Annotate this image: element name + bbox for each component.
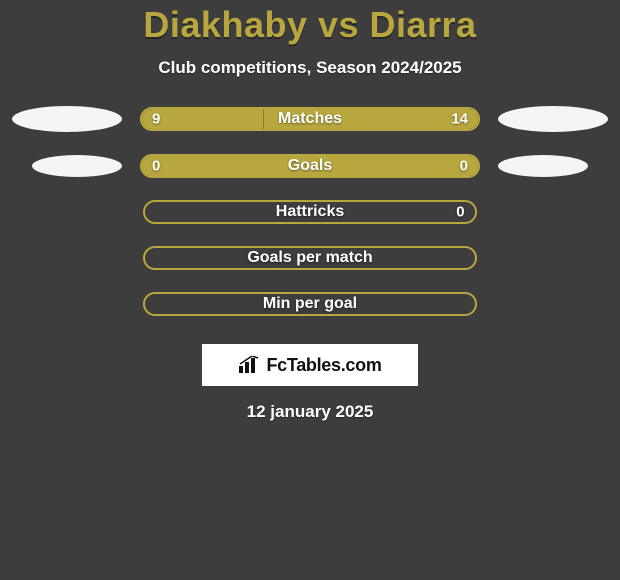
page-subtitle: Club competitions, Season 2024/2025 xyxy=(158,58,461,78)
bar-matches: 9 Matches 14 xyxy=(140,107,480,131)
brand-badge: FcTables.com xyxy=(202,344,418,386)
ellipse-right-icon xyxy=(498,106,608,132)
bar-hattricks: Hattricks 0 xyxy=(143,200,476,224)
bar-label: Goals per match xyxy=(247,249,372,267)
stat-row-matches: 9 Matches 14 xyxy=(0,106,620,132)
bar-min-per-goal: Min per goal xyxy=(143,292,476,316)
bar-value-right: 14 xyxy=(451,111,468,128)
bar-label: Goals xyxy=(288,157,332,175)
ellipse-right-icon xyxy=(498,155,588,177)
bar-label: Min per goal xyxy=(263,295,357,313)
stat-row-hattricks: Hattricks 0 xyxy=(0,200,620,224)
ellipse-left-icon xyxy=(32,155,122,177)
bar-value-right: 0 xyxy=(460,158,468,175)
bar-label: Matches xyxy=(278,110,342,128)
bar-goals-per-match: Goals per match xyxy=(143,246,476,270)
bar-value-left: 9 xyxy=(152,111,160,128)
date-text: 12 january 2025 xyxy=(247,402,374,422)
stat-row-min-per-goal: Min per goal xyxy=(0,292,620,316)
stat-row-goals: 0 Goals 0 xyxy=(0,154,620,178)
bar-value-right: 0 xyxy=(456,204,464,221)
brand-text: FcTables.com xyxy=(266,355,381,376)
bar-value-left: 0 xyxy=(152,158,160,175)
bar-goals: 0 Goals 0 xyxy=(140,154,480,178)
ellipse-left-icon xyxy=(12,106,122,132)
stat-row-goals-per-match: Goals per match xyxy=(0,246,620,270)
page-title: Diakhaby vs Diarra xyxy=(143,4,476,46)
chart-icon xyxy=(238,356,262,374)
bar-label: Hattricks xyxy=(276,203,344,221)
